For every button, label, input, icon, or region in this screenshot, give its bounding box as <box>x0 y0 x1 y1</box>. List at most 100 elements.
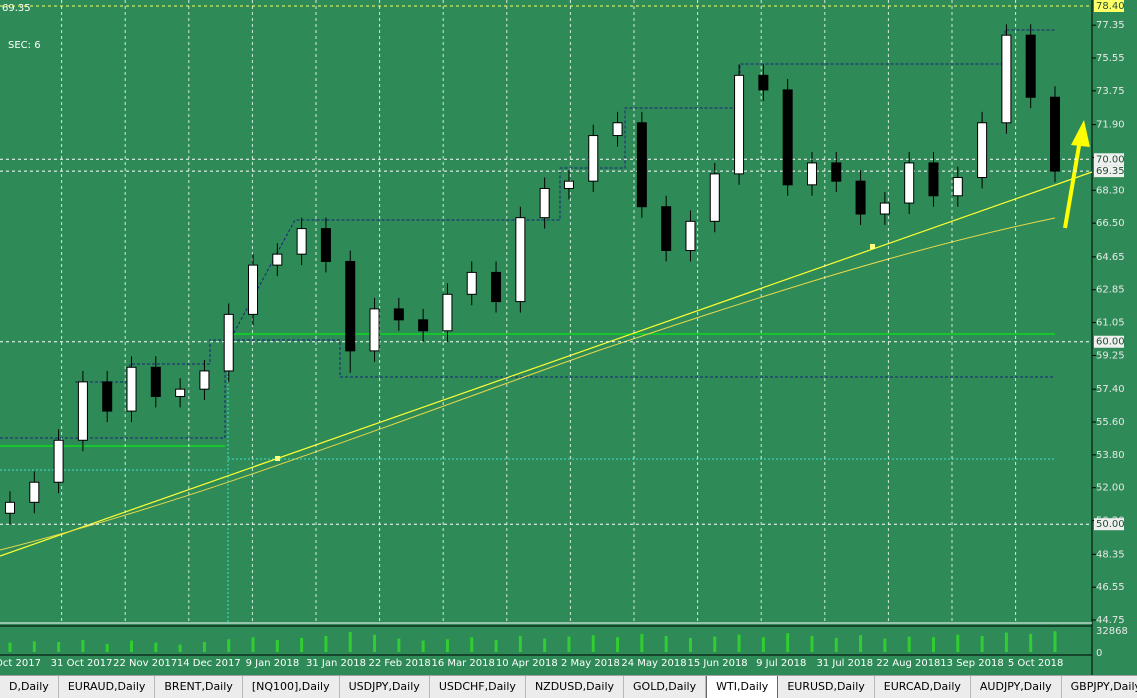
arrow-head <box>1071 120 1090 147</box>
chart-tab[interactable]: EURUSD,Daily <box>778 676 875 698</box>
candle-body <box>685 220 696 252</box>
candle-body <box>272 253 283 266</box>
y-tick-label: 71.90 <box>1096 120 1125 131</box>
candle-body <box>709 173 720 222</box>
level-label: 60.00 <box>1096 337 1125 348</box>
support-step-line <box>0 339 1055 439</box>
y-tick-label: 52.00 <box>1096 483 1125 494</box>
chart-tab[interactable]: AUDJPY,Daily <box>971 676 1062 698</box>
candle-body <box>77 381 88 441</box>
x-tick-label: 5 Oct 2018 <box>1008 658 1063 669</box>
x-tick-label: 22 Feb 2018 <box>368 658 430 669</box>
candle-body <box>855 180 866 215</box>
volume-tick-label: 32868 <box>1096 626 1128 637</box>
y-tick-label: 57.40 <box>1096 384 1125 395</box>
candle-body <box>831 162 842 182</box>
candle-body <box>175 388 186 397</box>
chart-tab[interactable]: EURAUD,Daily <box>59 676 156 698</box>
x-tick-label: 2 May 2018 <box>561 658 620 669</box>
candle-body <box>1025 34 1036 98</box>
candle-body <box>223 313 234 372</box>
level-box <box>1094 153 1124 166</box>
chart-tab[interactable]: BRENT,Daily <box>155 676 243 698</box>
level-box <box>1094 518 1124 531</box>
arrow-shaft <box>1063 139 1082 229</box>
candle-body <box>1001 34 1012 124</box>
y-tick-label: 46.55 <box>1096 582 1125 593</box>
candle-body <box>758 74 769 91</box>
y-tick-label: 77.35 <box>1096 20 1125 31</box>
candle-body <box>952 177 963 197</box>
x-tick-label: 22 Aug 2018 <box>876 658 940 669</box>
x-tick-label: 10 Apr 2018 <box>496 658 558 669</box>
x-tick-label: 14 Dec 2017 <box>177 658 241 669</box>
candle-body <box>588 135 599 182</box>
candle-body <box>320 228 331 262</box>
candle-body <box>1050 96 1060 172</box>
chart-tab[interactable]: D,Daily <box>0 676 59 698</box>
y-tick-label: 62.85 <box>1096 285 1125 296</box>
x-tick-label: 9 Jul 2018 <box>756 658 806 669</box>
x-tick-label: 13 Sep 2018 <box>940 658 1003 669</box>
y-tick-label: 68.30 <box>1096 185 1125 196</box>
candle-body <box>248 264 259 315</box>
candle-body <box>539 187 550 219</box>
candle-body <box>515 217 526 303</box>
candle-body <box>199 370 210 390</box>
candle-body <box>53 439 64 483</box>
candle-body <box>661 206 672 252</box>
level-label: 78.40 <box>1096 1 1125 12</box>
candle-body <box>734 74 745 175</box>
chart-tab[interactable]: EURCAD,Daily <box>875 676 971 698</box>
candle-body <box>928 162 939 197</box>
level-label: 50.00 <box>1096 519 1125 530</box>
chart-tab[interactable]: WTI,Daily <box>706 676 779 698</box>
x-tick-label: 22 Nov 2017 <box>113 658 177 669</box>
x-tick-label: 9 Jan 2018 <box>246 658 300 669</box>
candle-body <box>126 366 137 412</box>
candle-body <box>782 89 793 186</box>
chart-tab[interactable]: NZDUSD,Daily <box>526 676 625 698</box>
level-box <box>1094 165 1124 178</box>
candle-body <box>29 481 40 503</box>
level-box <box>1094 335 1124 348</box>
trendline <box>0 171 1093 557</box>
chart-tab[interactable]: [NQ100],Daily <box>243 676 340 698</box>
y-tick-label: 53.80 <box>1096 450 1125 461</box>
x-tick-label: Oct 2017 <box>0 658 41 669</box>
chart-tab[interactable]: GOLD,Daily <box>624 676 707 698</box>
candle-body <box>150 366 161 397</box>
candle-body <box>879 202 890 215</box>
y-tick-label: 55.60 <box>1096 417 1125 428</box>
y-tick-label: 48.35 <box>1096 549 1125 560</box>
candle-body <box>806 162 817 186</box>
x-tick-label: 15 Jun 2018 <box>688 658 748 669</box>
candle-body <box>977 122 988 179</box>
y-tick-label: 44.75 <box>1096 615 1125 626</box>
candle-body <box>5 501 15 514</box>
candle-body <box>418 319 429 332</box>
moving-average <box>0 217 1056 551</box>
tab-bar: D,Daily EURAUD,Daily BRENT,Daily [NQ100],Da… <box>0 675 1137 698</box>
x-tick-label: 24 May 2018 <box>621 658 686 669</box>
candle-body <box>612 122 623 137</box>
candle-body <box>102 381 113 412</box>
resistance-step-line <box>75 29 1055 383</box>
x-tick-label: 31 Oct 2017 <box>51 658 113 669</box>
candle-body <box>563 180 574 189</box>
level-label: 69.35 <box>1096 166 1125 177</box>
chart-tab[interactable]: USDJPY,Daily <box>340 676 430 698</box>
y-tick-label: 61.05 <box>1096 318 1125 329</box>
level-label: 70.00 <box>1096 154 1125 165</box>
x-tick-label: 31 Jan 2018 <box>306 658 366 669</box>
y-tick-label: 73.75 <box>1096 86 1125 97</box>
candle-body <box>491 271 502 303</box>
candle-body <box>369 308 380 352</box>
chart-tab[interactable]: GBPJPY,Daily <box>1062 676 1137 698</box>
level-box <box>1094 0 1124 12</box>
anchor-point <box>870 244 875 249</box>
volume-tick-label: 0 <box>1096 648 1102 659</box>
chart-tab[interactable]: USDCHF,Daily <box>430 676 526 698</box>
candle-body <box>296 228 307 255</box>
